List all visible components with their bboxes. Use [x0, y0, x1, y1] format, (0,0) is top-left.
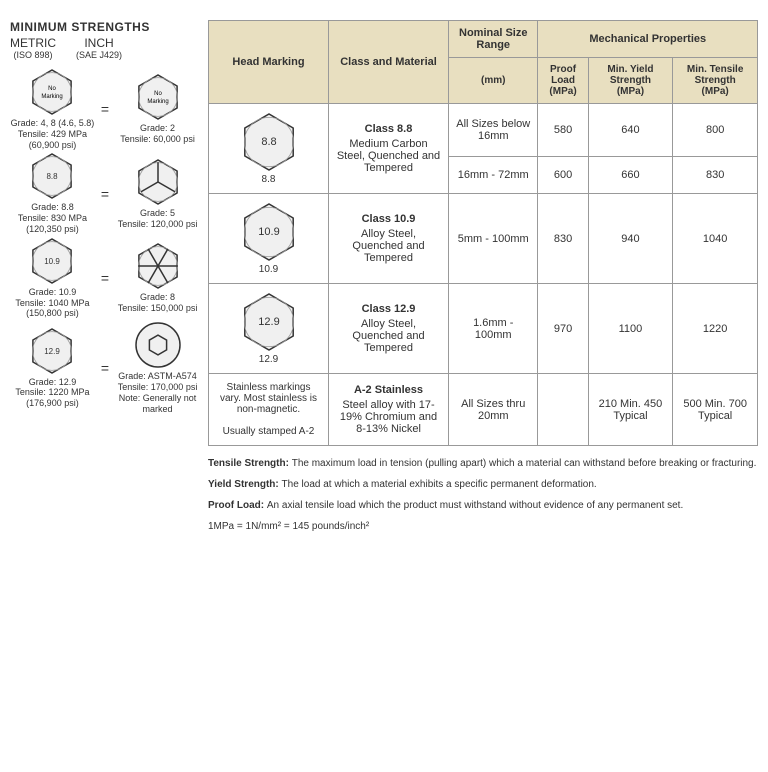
tensile-cell: 1040	[673, 194, 758, 284]
comparison-row: NoMarkingGrade: 4, 8 (4.6, 5.8)Tensile: …	[10, 68, 200, 150]
th-nominal-size: Nominal Size Range	[449, 21, 538, 58]
tensile-cell: 500 Min. 700 Typical	[673, 374, 758, 446]
metric-header: METRIC (ISO 898)	[10, 36, 56, 60]
main-container: MINIMUM STRENGTHS METRIC (ISO 898) INCH …	[10, 20, 758, 540]
right-column: Head Marking Class and Material Nominal …	[208, 20, 758, 540]
equals-sign: =	[101, 360, 109, 376]
svg-text:12.9: 12.9	[258, 316, 279, 328]
tensile-cell: 1220	[673, 284, 758, 374]
yield-cell: 940	[588, 194, 673, 284]
inch-cell: NoMarkingGrade: 2Tensile: 60,000 psi	[115, 73, 200, 145]
svg-text:8.8: 8.8	[47, 172, 59, 181]
yield-cell: 1100	[588, 284, 673, 374]
svg-text:Marking: Marking	[42, 94, 63, 100]
yield-cell: 660	[588, 156, 673, 193]
def-yield: Yield Strength: The load at which a mate…	[208, 477, 758, 492]
def-tensile: Tensile Strength: The maximum load in te…	[208, 456, 758, 471]
left-column: MINIMUM STRENGTHS METRIC (ISO 898) INCH …	[10, 20, 200, 540]
size-cell: All Sizes below 16mm	[449, 104, 538, 157]
th-tensile: Min. Tensile Strength(MPa)	[673, 58, 758, 104]
th-proof: Proof Load(MPa)	[538, 58, 588, 104]
comparison-row: 12.9Grade: 12.9Tensile: 1220 MPa(176,900…	[10, 321, 200, 414]
table-row: Stainless markings vary. Most stainless …	[209, 374, 758, 446]
proof-cell: 600	[538, 156, 588, 193]
th-mech-props: Mechanical Properties	[538, 21, 758, 58]
material-cell: Class 10.9Alloy Steel, Quenched and Temp…	[329, 194, 449, 284]
svg-text:12.9: 12.9	[45, 347, 61, 356]
material-cell: A-2 StainlessSteel alloy with 17-19% Chr…	[329, 374, 449, 446]
material-cell: Class 8.8Medium Carbon Steel, Quenched a…	[329, 104, 449, 194]
size-cell: 16mm - 72mm	[449, 156, 538, 193]
th-yield: Min. Yield Strength(MPa)	[588, 58, 673, 104]
tensile-cell: 830	[673, 156, 758, 193]
marking-cell: 12.912.9	[209, 284, 329, 374]
svg-text:10.9: 10.9	[45, 257, 61, 266]
svg-text:No: No	[154, 91, 162, 97]
yield-cell: 640	[588, 104, 673, 157]
metric-cell: 8.8Grade: 8.8Tensile: 830 MPa(120,350 ps…	[10, 152, 95, 234]
table-row: 12.912.9Class 12.9Alloy Steel, Quenched …	[209, 284, 758, 374]
svg-text:8.8: 8.8	[261, 136, 276, 148]
left-title: MINIMUM STRENGTHS	[10, 20, 200, 34]
inch-cell: Grade: 8Tensile: 150,000 psi	[115, 242, 200, 314]
marking-cell: 10.910.9	[209, 194, 329, 284]
definitions: Tensile Strength: The maximum load in te…	[208, 456, 758, 534]
th-size-unit: (mm)	[449, 58, 538, 104]
size-cell: All Sizes thru 20mm	[449, 374, 538, 446]
metric-cell: 12.9Grade: 12.9Tensile: 1220 MPa(176,900…	[10, 327, 95, 409]
svg-text:No: No	[49, 86, 57, 92]
equals-sign: =	[101, 270, 109, 286]
left-subheader: METRIC (ISO 898) INCH (SAE J429)	[10, 36, 200, 60]
table-row: 8.88.8Class 8.8Medium Carbon Steel, Quen…	[209, 104, 758, 157]
proof-cell: 830	[538, 194, 588, 284]
table-row: 10.910.9Class 10.9Alloy Steel, Quenched …	[209, 194, 758, 284]
inch-cell: Grade: 5Tensile: 120,000 psi	[115, 158, 200, 230]
table-body: 8.88.8Class 8.8Medium Carbon Steel, Quen…	[209, 104, 758, 446]
metric-cell: 10.9Grade: 10.9Tensile: 1040 MPa(150,800…	[10, 237, 95, 319]
strength-table: Head Marking Class and Material Nominal …	[208, 20, 758, 446]
th-head-marking: Head Marking	[209, 21, 329, 104]
th-class-material: Class and Material	[329, 21, 449, 104]
comparison-row: 8.8Grade: 8.8Tensile: 830 MPa(120,350 ps…	[10, 152, 200, 234]
equals-sign: =	[101, 186, 109, 202]
size-cell: 5mm - 100mm	[449, 194, 538, 284]
def-conversion: 1MPa = 1N/mm² = 145 pounds/inch²	[208, 519, 758, 534]
def-proof: Proof Load: An axial tensile load which …	[208, 498, 758, 513]
equals-sign: =	[101, 101, 109, 117]
material-cell: Class 12.9Alloy Steel, Quenched and Temp…	[329, 284, 449, 374]
comparison-list: NoMarkingGrade: 4, 8 (4.6, 5.8)Tensile: …	[10, 68, 200, 414]
metric-cell: NoMarkingGrade: 4, 8 (4.6, 5.8)Tensile: …	[10, 68, 95, 150]
proof-cell: 580	[538, 104, 588, 157]
svg-text:10.9: 10.9	[258, 226, 279, 238]
inch-cell: Grade: ASTM-A574Tensile: 170,000 psiNote…	[115, 321, 200, 414]
marking-cell: 8.88.8	[209, 104, 329, 194]
size-cell: 1.6mm - 100mm	[449, 284, 538, 374]
proof-cell: 970	[538, 284, 588, 374]
inch-header: INCH (SAE J429)	[76, 36, 122, 60]
svg-text:Marking: Marking	[147, 99, 168, 105]
yield-cell: 210 Min. 450 Typical	[588, 374, 673, 446]
marking-cell: Stainless markings vary. Most stainless …	[209, 374, 329, 446]
tensile-cell: 800	[673, 104, 758, 157]
comparison-row: 10.9Grade: 10.9Tensile: 1040 MPa(150,800…	[10, 237, 200, 319]
proof-cell	[538, 374, 588, 446]
